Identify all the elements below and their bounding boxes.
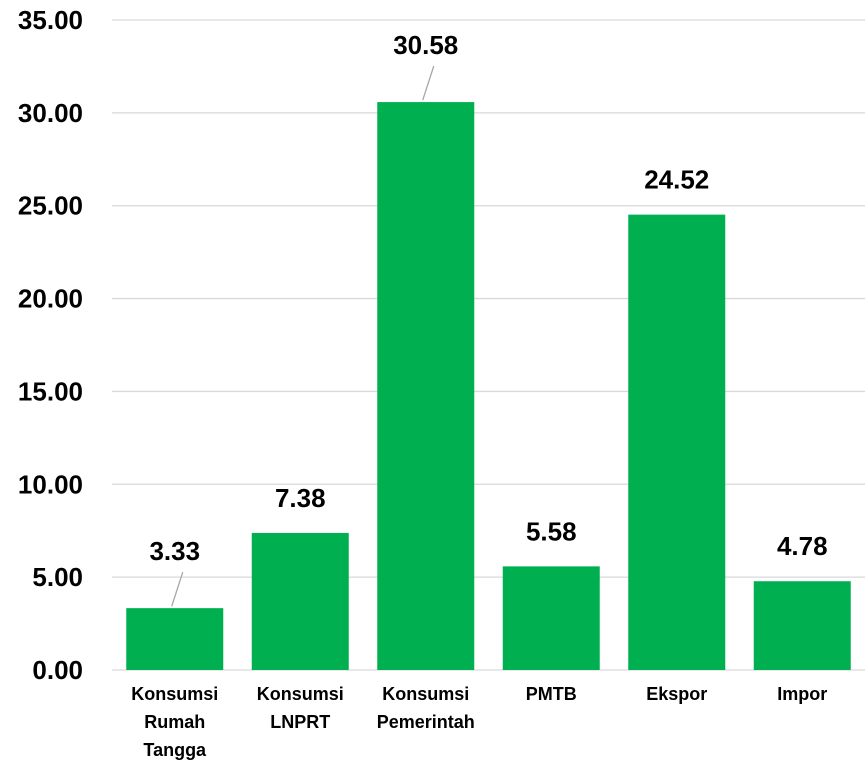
data-label: 3.33 [149, 536, 200, 566]
data-label: 24.52 [644, 165, 709, 195]
x-tick-label-line: Ekspor [646, 684, 707, 704]
data-label: 5.58 [526, 516, 577, 546]
x-tick-label-line: Pemerintah [377, 712, 475, 732]
data-label: 7.38 [275, 483, 326, 513]
y-tick-label: 25.00 [18, 191, 83, 221]
leader-lines [171, 65, 435, 607]
y-tick-label: 35.00 [18, 5, 83, 35]
x-tick-label: Konsumsi Pemerintah [377, 684, 475, 732]
bar [251, 532, 349, 670]
data-labels: 3.33 7.38 30.58 5.58 24.52 4.78 [149, 30, 827, 566]
x-tick-label: Konsumsi Rumah Tangga [131, 684, 218, 760]
x-tick-label-line: Konsumsi [382, 684, 469, 704]
data-label-leader-line [171, 571, 184, 607]
bar [753, 581, 851, 670]
x-tick-label-line: Impor [777, 684, 827, 704]
x-tick-label-line: PMTB [526, 684, 577, 704]
x-tick-label-line: Tangga [143, 740, 207, 760]
x-tick-label-line: Konsumsi [131, 684, 218, 704]
y-tick-label: 0.00 [32, 655, 83, 685]
gridlines [112, 19, 865, 671]
y-axis-tick-labels: 0.00 5.00 10.00 15.00 20.00 25.00 30.00 35.00 [18, 5, 83, 685]
x-tick-label-line: Konsumsi [257, 684, 344, 704]
y-tick-label: 5.00 [32, 562, 83, 592]
x-tick-label: Ekspor [646, 684, 707, 704]
x-tick-label: PMTB [526, 684, 577, 704]
bars [126, 102, 851, 671]
bar [502, 566, 600, 670]
y-tick-label: 10.00 [18, 469, 83, 499]
x-tick-label-line: Rumah [144, 712, 205, 732]
y-tick-label: 30.00 [18, 98, 83, 128]
x-tick-label: Impor [777, 684, 827, 704]
bar [377, 102, 475, 671]
data-label: 30.58 [393, 30, 458, 60]
y-tick-label: 15.00 [18, 376, 83, 406]
x-tick-label: Konsumsi LNPRT [257, 684, 344, 732]
data-label: 4.78 [777, 531, 828, 561]
y-tick-label: 20.00 [18, 284, 83, 314]
data-label-leader-line [422, 65, 435, 101]
bar [126, 608, 224, 670]
x-tick-label-line: LNPRT [270, 712, 330, 732]
bar [628, 214, 726, 670]
